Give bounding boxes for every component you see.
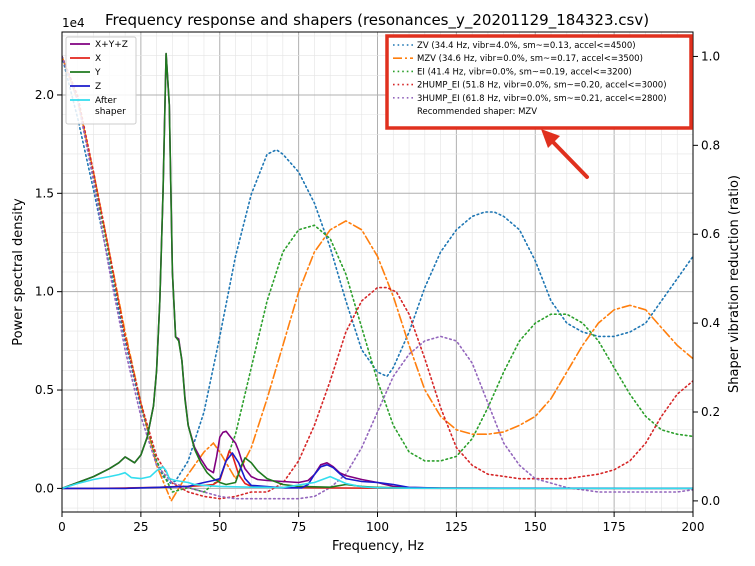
y2-tick-label: 0.6 bbox=[701, 227, 720, 241]
y-axis-label: Power spectral density bbox=[11, 198, 26, 346]
legend-shaper-label: EI (41.4 Hz, vibr=0.0%, sm~=0.19, accel<… bbox=[417, 67, 632, 77]
chart-title: Frequency response and shapers (resonanc… bbox=[105, 11, 649, 30]
legend-shaper-label: 2HUMP_EI (51.8 Hz, vibr=0.0%, sm~=0.20, … bbox=[417, 81, 667, 91]
annotation-arrow-shaft bbox=[550, 139, 589, 179]
legend-psd-label: X+Y+Z bbox=[95, 40, 128, 50]
y2-axis-label: Shaper vibration reduction (ratio) bbox=[727, 175, 742, 393]
y-tick-label: 2.0 bbox=[35, 88, 54, 102]
y-axis-exponent: 1e4 bbox=[62, 16, 85, 30]
legend-psd-label: Y bbox=[94, 68, 101, 78]
annotation-arrow-head bbox=[541, 129, 560, 148]
legend-highlight-box bbox=[385, 34, 693, 130]
y2-tick-label: 0.2 bbox=[701, 405, 720, 419]
shaper-line-4 bbox=[62, 55, 693, 500]
x-tick-label: 75 bbox=[291, 520, 306, 534]
series-group bbox=[62, 52, 693, 503]
grid bbox=[61, 32, 694, 512]
x-tick-label: 100 bbox=[366, 520, 389, 534]
legend-shaper-label: MZV (34.6 Hz, vibr=0.0%, sm~=0.17, accel… bbox=[417, 54, 643, 64]
recommended-shaper-text: Recommended shaper: MZV bbox=[417, 107, 537, 117]
y2-tick-label: 0.4 bbox=[701, 316, 720, 330]
legend-shaper-label: 3HUMP_EI (61.8 Hz, vibr=0.0%, sm~=0.21, … bbox=[417, 94, 667, 104]
y-tick-label: 0.5 bbox=[35, 383, 54, 397]
ticks: 0 25 50 75 100 125 150 175 200 0.0 0.5 1.0 1.5 2.0 0.0… bbox=[35, 49, 720, 534]
x-tick-label: 150 bbox=[524, 520, 547, 534]
legend-shapers: ZV (34.4 Hz, vibr=4.0%, sm~=0.13, accel<… bbox=[385, 34, 693, 130]
x-tick-label: 175 bbox=[603, 520, 626, 534]
x-tick-label: 0 bbox=[58, 520, 66, 534]
y-tick-label: 1.5 bbox=[35, 186, 54, 200]
legend-shaper-label: ZV (34.4 Hz, vibr=4.0%, sm~=0.13, accel<… bbox=[417, 41, 636, 51]
x-axis-label: Frequency, Hz bbox=[332, 539, 424, 554]
annotation-arrow bbox=[541, 129, 589, 179]
legend-psd-label: After shaper bbox=[95, 96, 126, 117]
y2-tick-label: 0.8 bbox=[701, 138, 720, 152]
legend-psd-label: Z bbox=[95, 82, 101, 92]
x-tick-label: 25 bbox=[133, 520, 148, 534]
y-tick-label: 0.0 bbox=[35, 481, 54, 495]
y2-tick-label: 0.0 bbox=[701, 494, 720, 508]
legend-psd-label: X bbox=[95, 54, 101, 64]
psd-line-3 bbox=[62, 452, 693, 490]
legend-psd: X+Y+Z XYZ After shaper bbox=[65, 36, 137, 125]
y2-tick-label: 1.0 bbox=[701, 49, 720, 63]
x-tick-label: 125 bbox=[445, 520, 468, 534]
x-tick-label: 50 bbox=[212, 520, 227, 534]
x-tick-label: 200 bbox=[682, 520, 705, 534]
shaper-line-1 bbox=[62, 55, 693, 503]
shaper-line-2 bbox=[62, 55, 693, 493]
psd-line-4 bbox=[62, 466, 693, 490]
y-tick-label: 1.0 bbox=[35, 285, 54, 299]
